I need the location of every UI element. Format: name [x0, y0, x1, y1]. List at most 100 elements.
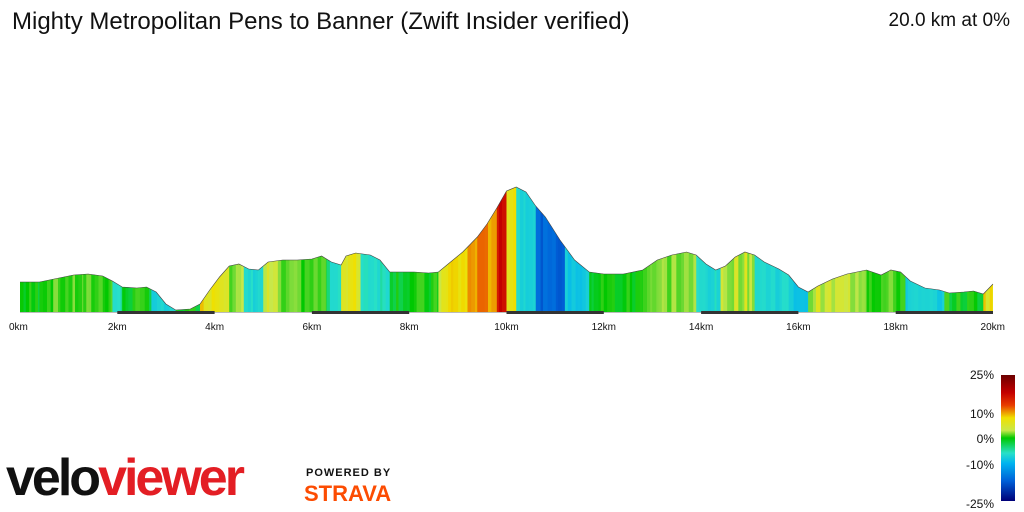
- x-axis-ticks: 0km 2km 4km 6km 8km 10km 12km 14km 16km 18km 20km: [9, 322, 1005, 333]
- grade-band-2: [102, 187, 106, 312]
- grade-band-30: [827, 187, 832, 312]
- grade-band-22: [552, 187, 557, 312]
- grade-band-9: [255, 187, 259, 312]
- grade-band-32: [907, 187, 912, 312]
- grade-band-25: [676, 187, 682, 312]
- grade-band-32: [918, 187, 922, 312]
- grade-band-0: [31, 187, 36, 312]
- grade-band-26: [707, 187, 712, 312]
- legend-label-minus-10: -10%: [965, 458, 994, 472]
- grade-band-2: [105, 187, 109, 312]
- grade-band-23: [564, 187, 569, 312]
- grade-band-27: [744, 187, 748, 312]
- grade-band-8: [232, 187, 237, 312]
- grade-band-33: [952, 187, 957, 312]
- grade-band-1: [75, 187, 79, 312]
- grade-band-30: [831, 187, 836, 312]
- grade-band-25: [646, 187, 651, 312]
- grade-band-17: [450, 187, 454, 312]
- grade-band-28: [765, 187, 772, 312]
- grade-band-11: [304, 187, 310, 312]
- grade-band-7: [223, 187, 227, 312]
- grade-band-15: [413, 187, 417, 312]
- grade-band-27: [723, 187, 728, 312]
- km-bar-2: [117, 311, 215, 314]
- grade-band-23: [567, 187, 572, 312]
- route-title: Mighty Metropolitan Pens to Banner (Zwif…: [12, 8, 630, 35]
- grade-band-9: [250, 187, 254, 312]
- grade-band-31: [896, 187, 901, 312]
- grade-band-26: [696, 187, 700, 312]
- grade-band-24: [635, 187, 641, 312]
- km-bar-14: [701, 311, 799, 314]
- x-tick-label: 16km: [786, 322, 810, 333]
- grade-band-12: [329, 187, 335, 312]
- grade-band-26: [710, 187, 715, 312]
- grade-band-31: [874, 187, 880, 312]
- grade-band-8: [241, 187, 245, 312]
- grade-band-34: [992, 187, 993, 312]
- grade-band-31: [878, 187, 882, 312]
- grade-band-1: [50, 187, 54, 312]
- grade-band-21: [523, 187, 526, 312]
- grade-band-25: [681, 187, 685, 312]
- grade-band-34: [989, 187, 993, 312]
- grade-band-24: [589, 187, 592, 312]
- grade-band-31: [900, 187, 906, 312]
- grade-band-4: [144, 187, 150, 312]
- grade-band-20: [513, 187, 517, 312]
- grade-band-0: [23, 187, 27, 312]
- grade-band-31: [883, 187, 887, 312]
- grade-band-24: [618, 187, 623, 312]
- grade-band-32: [942, 187, 945, 312]
- grade-band-24: [603, 187, 608, 312]
- grade-band-5: [154, 187, 158, 312]
- grade-band-30: [808, 187, 814, 312]
- grade-band-1: [60, 187, 66, 312]
- grade-band-31: [893, 187, 897, 312]
- grade-band-11: [285, 187, 290, 312]
- grade-band-2: [88, 187, 92, 312]
- grade-band-25: [652, 187, 657, 312]
- grade-band-25: [688, 187, 694, 312]
- veloviewer-logo[interactable]: veloviewer: [6, 452, 245, 504]
- grade-band-29: [804, 187, 809, 312]
- km-markers: [117, 311, 993, 314]
- grade-bands: [20, 187, 993, 312]
- grade-band-15: [403, 187, 408, 312]
- grade-band-13: [356, 187, 361, 312]
- grade-band-33: [962, 187, 968, 312]
- grade-band-11: [293, 187, 298, 312]
- grade-band-22: [547, 187, 553, 312]
- grade-band-16: [438, 187, 442, 312]
- grade-band-30: [855, 187, 859, 312]
- grade-band-23: [577, 187, 581, 312]
- grade-band-5: [175, 187, 177, 312]
- grade-band-9: [259, 187, 264, 312]
- grade-band-6: [198, 187, 201, 312]
- grade-band-25: [642, 187, 648, 312]
- grade-band-18: [471, 187, 476, 312]
- grade-band-22: [543, 187, 548, 312]
- grade-band-24: [593, 187, 597, 312]
- grade-band-32: [911, 187, 915, 312]
- grade-band-32: [937, 187, 943, 312]
- grade-band-1: [72, 187, 76, 312]
- grade-band-12: [326, 187, 331, 312]
- grade-band-15: [389, 187, 394, 312]
- grade-band-24: [622, 187, 627, 312]
- grade-band-25: [663, 187, 668, 312]
- grade-band-12: [333, 187, 339, 312]
- x-tick-label: 0km: [9, 322, 28, 333]
- grade-band-6: [188, 187, 194, 312]
- grade-band-9: [247, 187, 252, 312]
- strava-logo[interactable]: STRAVA: [304, 481, 392, 506]
- grade-band-18: [484, 187, 489, 312]
- grade-band-29: [800, 187, 806, 312]
- elevation-profile-chart: 0km 2km 4km 6km 8km 10km 12km 14km 16km 18km 20km: [9, 186, 1005, 333]
- grade-band-26: [702, 187, 706, 312]
- grade-band-17: [461, 187, 466, 312]
- grade-band-9: [243, 187, 249, 312]
- grade-band-27: [749, 187, 753, 312]
- grade-band-8: [229, 187, 233, 312]
